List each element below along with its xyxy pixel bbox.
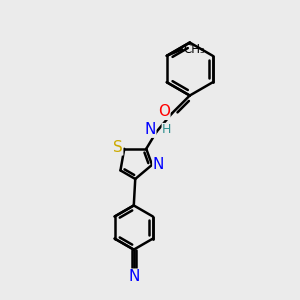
Text: O: O: [158, 104, 170, 119]
Text: N: N: [144, 122, 156, 137]
Text: N: N: [128, 269, 140, 284]
Text: N: N: [153, 157, 164, 172]
Text: S: S: [113, 140, 123, 155]
Text: H: H: [162, 123, 171, 136]
Text: CH₃: CH₃: [184, 43, 205, 56]
